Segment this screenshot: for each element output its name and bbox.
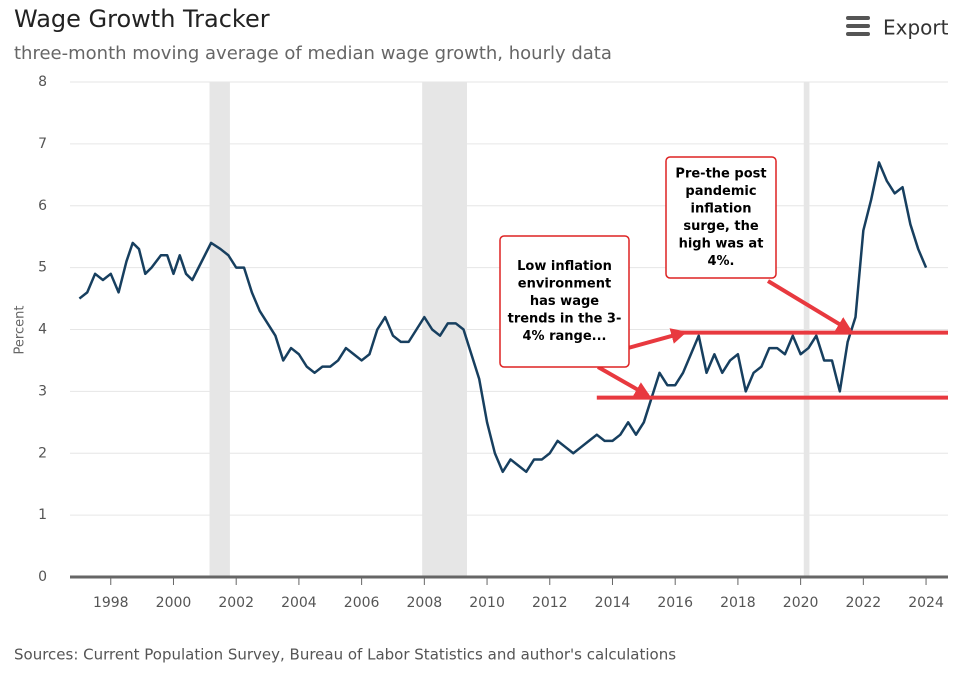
y-tick-label: 6: [38, 198, 47, 214]
y-tick-label: 7: [38, 136, 47, 152]
annotation-text: surge, the: [683, 219, 758, 234]
annotation-text: Pre-the post: [675, 166, 766, 181]
export-button[interactable]: Export: [846, 16, 949, 40]
annotation-text: 4%.: [707, 254, 734, 269]
annotation-text: has wage: [530, 294, 599, 309]
x-tick-label: 2006: [344, 595, 380, 611]
annotation-text: trends in the 3-: [508, 312, 622, 327]
y-tick-label: 0: [38, 569, 47, 585]
menu-icon: [846, 32, 870, 36]
annotation-box: [499, 235, 630, 368]
menu-icon: [846, 16, 870, 20]
menu-icon: [846, 24, 870, 28]
annotation-text: environment: [518, 277, 611, 292]
x-tick-label: 2024: [908, 595, 944, 611]
y-tick-label: 1: [38, 507, 47, 523]
annotation-text: Low inflation: [517, 259, 612, 274]
y-tick-label: 2: [38, 445, 47, 461]
export-label[interactable]: Export: [883, 16, 949, 40]
annotation-text: high was at: [679, 236, 764, 251]
annotation-text: pandemic: [685, 184, 756, 199]
series-line: [78, 161, 928, 474]
x-tick-label: 2020: [783, 595, 819, 611]
annotation-text: 4% range...: [523, 329, 607, 344]
x-tick-label: 2014: [595, 595, 631, 611]
annotation-arrow: [597, 365, 651, 398]
chart-title: Wage Growth Tracker: [14, 5, 270, 33]
y-tick-label: 3: [38, 383, 47, 399]
x-tick-label: 2002: [218, 595, 254, 611]
x-tick-label: 2012: [532, 595, 568, 611]
x-tick-label: 2016: [657, 595, 693, 611]
x-tick-label: 1998: [93, 595, 129, 611]
annotation: Low inflation environment has wage trends i…: [499, 235, 630, 368]
source: Sources: Current Population Survey, Bure…: [14, 646, 676, 664]
annotation-box: [665, 156, 777, 279]
y-tick-label: 5: [38, 260, 47, 276]
y-tick-label: 8: [38, 74, 47, 90]
annotation-arrow: [766, 279, 853, 333]
x-tick-label: 2018: [720, 595, 756, 611]
x-tick-label: 2010: [469, 595, 505, 611]
chart-subtitle: three-month moving average of median wag…: [14, 43, 612, 64]
annotation: Pre-the post pandemic inflation surge, the h…: [665, 156, 777, 279]
x-tick-label: 2000: [156, 595, 192, 611]
annotation-arrow: [627, 328, 688, 350]
x-tick-label: 2008: [407, 595, 443, 611]
annotation-text: inflation: [691, 201, 752, 216]
y-tick-label: 4: [38, 322, 47, 338]
x-tick-label: 2022: [846, 595, 882, 611]
y-axis-label: Percent: [13, 306, 28, 355]
x-tick-label: 2004: [281, 595, 317, 611]
